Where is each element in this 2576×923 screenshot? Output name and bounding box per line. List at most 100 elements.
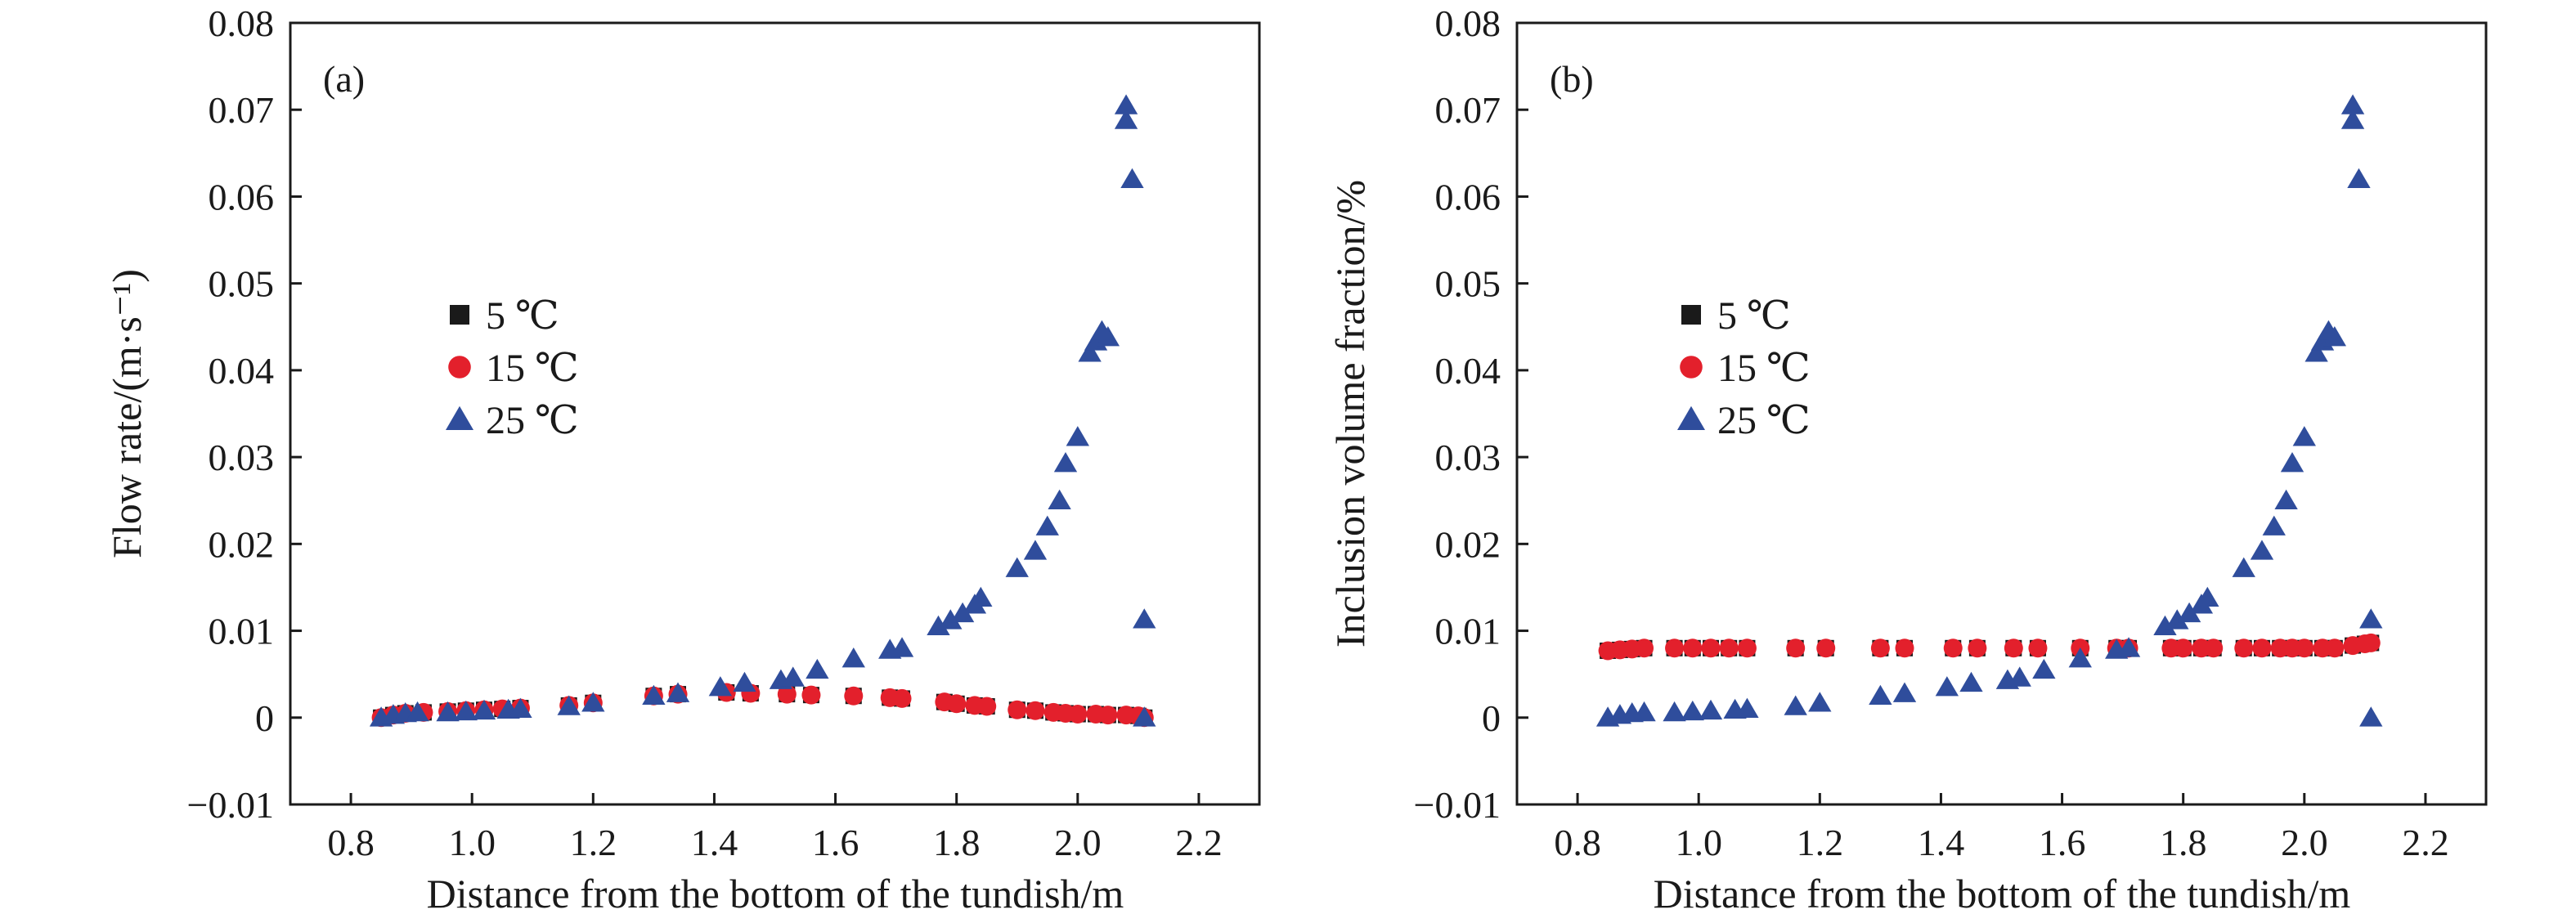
panel-label: (b)	[1550, 58, 1594, 100]
data-point-circle	[1895, 638, 1914, 658]
legend-entry-label: 5 ℃	[1717, 294, 1791, 338]
data-point-triangle	[2250, 540, 2274, 560]
data-point-triangle	[581, 692, 605, 712]
data-point-triangle	[1808, 692, 1832, 712]
data-point-triangle	[2153, 615, 2177, 636]
data-point-triangle	[708, 676, 733, 697]
data-point-triangle	[781, 666, 805, 687]
x-axis-ticks: 0.8 1.0 1.2 1.4 1.6 1.8 2.0 2.2	[327, 793, 1223, 863]
data-point-triangle	[2262, 515, 2286, 535]
legend: 5 ℃ 15 ℃ 25 ℃	[1676, 294, 1811, 442]
x-tick-label: 0.8	[327, 822, 375, 863]
data-point-triangle	[472, 699, 496, 720]
data-marks	[1595, 94, 2383, 727]
y-tick-label: 0.08	[1435, 2, 1501, 44]
y-tick-label: 0.07	[209, 89, 275, 131]
data-point-circle	[2325, 638, 2345, 658]
data-point-triangle	[2177, 602, 2201, 623]
y-tick-label: −0.01	[187, 784, 274, 826]
data-point-triangle	[927, 615, 950, 636]
x-tick-label: 1.8	[933, 822, 981, 863]
data-point-triangle	[2304, 342, 2328, 362]
y-tick-label: 0.06	[1435, 176, 1501, 217]
x-axis-label: Distance from the bottom of the tundish/…	[427, 871, 1124, 916]
data-point-circle	[892, 688, 912, 708]
y-tick-label: 0.02	[209, 523, 275, 565]
data-point-circle	[1870, 638, 1890, 658]
x-tick-label: 1.6	[2039, 822, 2086, 863]
data-point-triangle	[1078, 342, 1102, 362]
y-tick-label: −0.01	[1414, 784, 1501, 826]
x-axis-ticks: 0.8 1.0 1.2 1.4 1.6 1.8 2.0 2.2	[1554, 793, 2449, 863]
data-point-triangle	[733, 671, 756, 692]
y-tick-label: 0	[255, 697, 274, 739]
data-point-circle	[2361, 633, 2381, 652]
data-point-triangle	[2116, 637, 2141, 657]
data-point-triangle	[2196, 586, 2219, 607]
legend-entry-label: 25 ℃	[1717, 399, 1811, 442]
legend-marker-square	[1681, 305, 1701, 325]
data-point-triangle	[890, 637, 914, 657]
y-axis-ticks: −0.01 0 0.01 0.02 0.03 0.04 0.05 0.06 0.07 0.08	[187, 2, 302, 826]
data-marks	[369, 94, 1156, 728]
legend-marker-circle	[1680, 356, 1703, 379]
x-tick-label: 1.0	[1675, 822, 1722, 863]
data-point-triangle	[939, 609, 963, 630]
data-point-triangle	[2008, 666, 2031, 687]
data-point-triangle	[436, 701, 460, 722]
data-point-triangle	[2280, 452, 2304, 473]
legend-entry-label: 15 ℃	[486, 347, 579, 390]
data-point-triangle	[1005, 557, 1029, 577]
data-point-circle	[2174, 638, 2193, 658]
data-point-triangle	[1133, 608, 1156, 629]
data-point-triangle	[1959, 671, 1983, 692]
data-point-circle	[2004, 638, 2023, 658]
data-point-triangle	[1892, 682, 1917, 702]
legend: 5 ℃ 15 ℃ 25 ℃	[445, 294, 579, 442]
panel-b-chart: −0.01 0 0.01 0.02 0.03 0.04 0.05 0.06 0.07 0.08 0…	[1327, 2, 2488, 916]
x-tick-label: 0.8	[1554, 822, 1601, 863]
x-tick-label: 1.2	[1797, 822, 1844, 863]
data-point-circle	[1786, 638, 1806, 658]
data-point-circle	[801, 685, 821, 705]
y-tick-label: 0.02	[1435, 523, 1501, 565]
y-tick-label: 0	[1482, 697, 1501, 739]
data-point-circle	[2252, 638, 2272, 658]
data-point-triangle	[2340, 109, 2365, 129]
data-point-triangle	[454, 700, 478, 721]
data-point-triangle	[1133, 706, 1156, 727]
x-tick-label: 1.2	[570, 822, 617, 863]
data-point-circle	[977, 697, 997, 716]
panel-label: (a)	[323, 58, 365, 100]
y-tick-label: 0.08	[209, 2, 275, 44]
data-point-triangle	[2232, 557, 2255, 577]
data-point-triangle	[2274, 489, 2298, 510]
data-point-circle	[1068, 705, 1088, 724]
y-tick-label: 0.01	[209, 611, 275, 652]
y-axis-ticks: −0.01 0 0.01 0.02 0.03 0.04 0.05 0.06 0.07 0.08	[1414, 2, 1528, 826]
y-tick-label: 0.05	[1435, 263, 1501, 305]
data-point-triangle	[2292, 426, 2316, 446]
data-point-triangle	[1066, 426, 1089, 446]
data-point-triangle	[642, 684, 666, 706]
y-tick-label: 0.07	[1435, 89, 1501, 131]
data-point-triangle	[2359, 608, 2383, 629]
data-point-circle	[844, 686, 864, 706]
y-tick-label: 0.04	[1435, 350, 1501, 392]
plot-frame	[1515, 21, 2488, 806]
data-point-triangle	[841, 647, 865, 668]
data-point-triangle	[1869, 684, 1892, 706]
data-point-triangle	[1663, 701, 1686, 722]
data-point-circle	[2204, 638, 2224, 658]
data-point-triangle	[2340, 94, 2365, 114]
data-point-circle	[1008, 700, 1027, 719]
data-point-circle	[1098, 706, 1118, 725]
x-tick-label: 1.8	[2160, 822, 2207, 863]
data-point-circle	[2028, 638, 2048, 658]
x-tick-label: 1.6	[812, 822, 859, 863]
data-point-triangle	[557, 695, 581, 715]
data-point-circle	[1968, 638, 1987, 658]
data-point-circle	[1701, 638, 1721, 658]
data-point-circle	[2234, 638, 2254, 658]
